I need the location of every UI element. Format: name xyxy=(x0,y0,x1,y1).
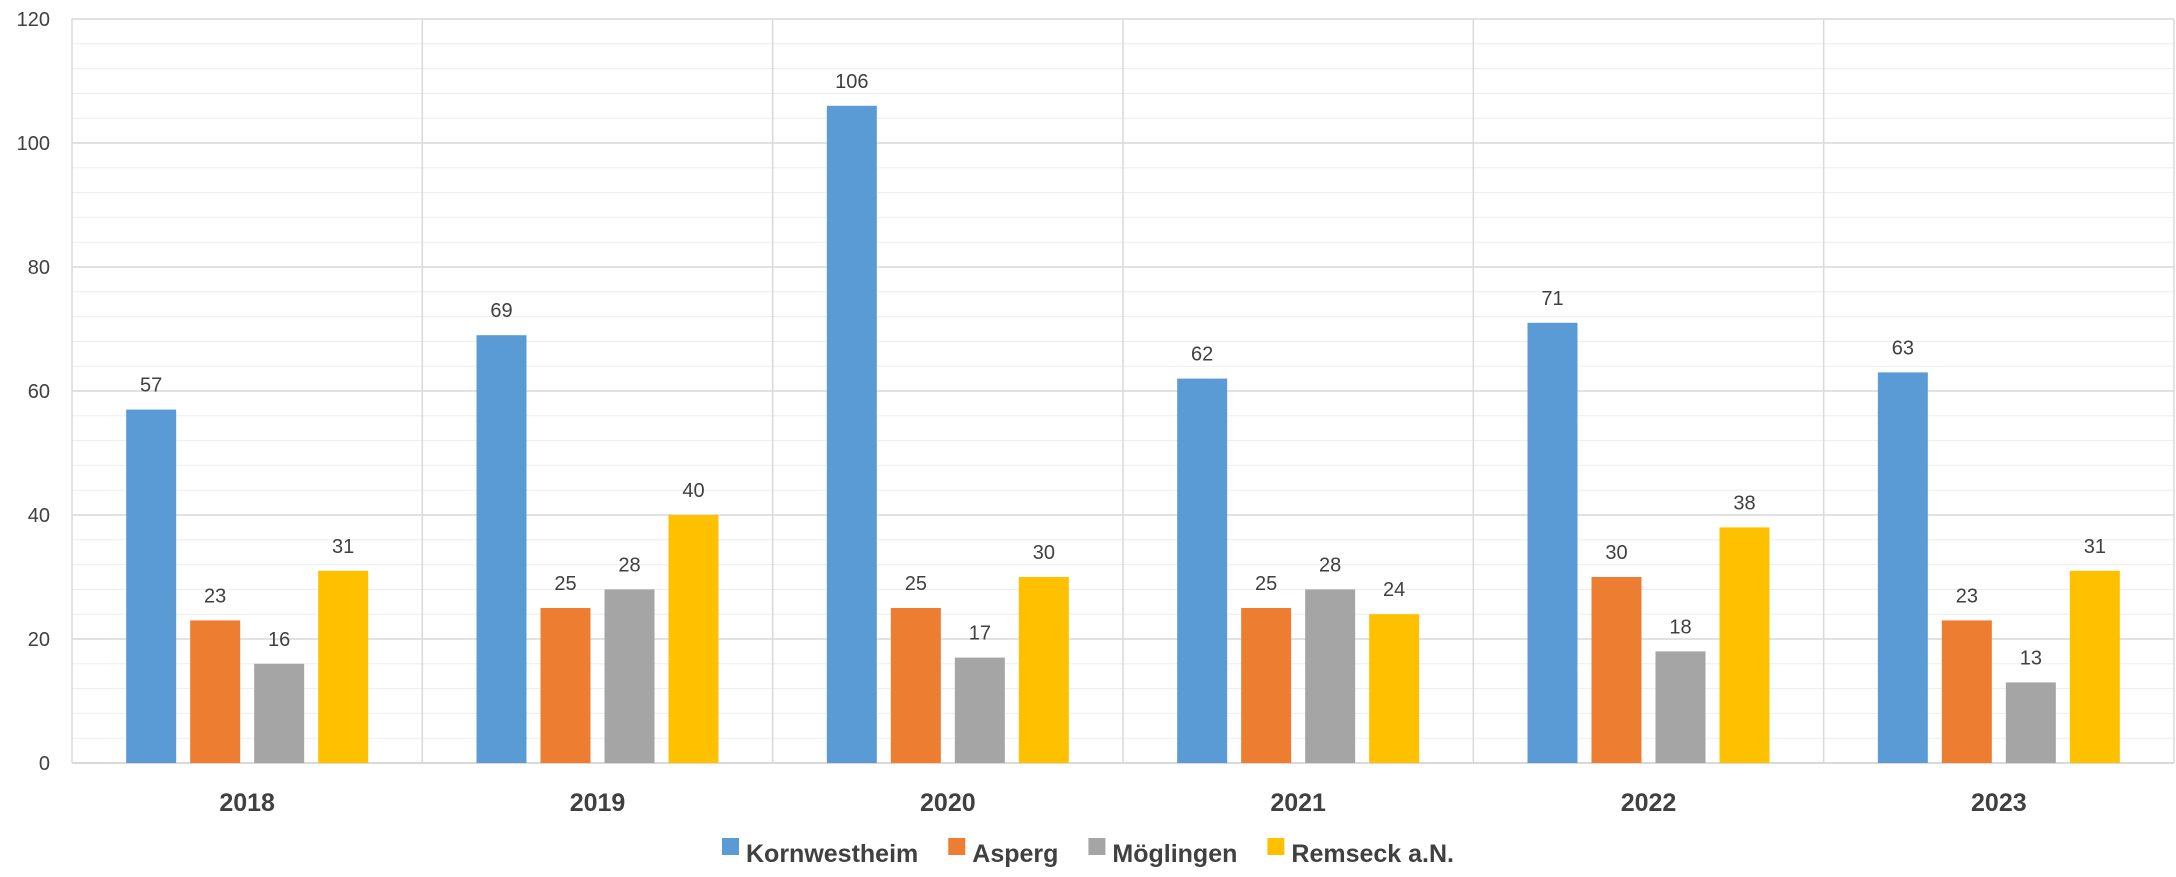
bar xyxy=(190,620,241,763)
bar-value-label: 69 xyxy=(490,300,512,322)
y-tick-label: 40 xyxy=(28,505,50,527)
bar xyxy=(1941,620,1992,763)
bar xyxy=(254,663,305,763)
bar xyxy=(954,657,1005,763)
data-labels: 57 23 16 31 69 25 28 40 106 25 17 30 62 25 28 24 71 30 18 3… xyxy=(140,71,2106,670)
x-category-label: 2019 xyxy=(570,789,626,817)
x-category-label: 2020 xyxy=(920,789,976,817)
bar-value-label: 28 xyxy=(1319,554,1341,576)
bar-value-label: 71 xyxy=(1541,288,1563,310)
bars xyxy=(126,105,2120,764)
bar-value-label: 23 xyxy=(204,585,226,607)
bar-value-label: 62 xyxy=(1191,344,1213,366)
bar xyxy=(890,608,941,763)
bar xyxy=(126,409,177,763)
bar-value-label: 106 xyxy=(835,71,868,93)
bar xyxy=(668,515,719,763)
y-tick-label: 100 xyxy=(17,133,50,155)
bar xyxy=(2005,682,2056,763)
legend-label: Asperg xyxy=(972,840,1058,868)
grid-lines xyxy=(71,18,2175,764)
bar-value-label: 30 xyxy=(1605,542,1627,564)
bar-value-label: 57 xyxy=(140,375,162,397)
bar xyxy=(1241,608,1292,763)
legend-swatch xyxy=(722,838,739,855)
bar xyxy=(318,570,369,763)
x-category-label: 2018 xyxy=(219,789,275,817)
bar xyxy=(1719,527,1770,763)
bar-value-label: 63 xyxy=(1892,337,1914,359)
bar xyxy=(1177,378,1228,763)
bar-value-label: 18 xyxy=(1669,616,1691,638)
x-category-label: 2023 xyxy=(1971,789,2027,817)
bar-value-label: 24 xyxy=(1383,579,1405,601)
bar xyxy=(1877,372,1928,763)
bar xyxy=(1527,322,1578,763)
bar xyxy=(476,335,527,763)
axes: 0 20 40 60 80 100 120 2018 2019 2020 2021 2022 2023 xyxy=(17,9,2174,817)
y-tick-label: 0 xyxy=(39,753,50,775)
bar-value-label: 28 xyxy=(618,554,640,576)
bar-value-label: 31 xyxy=(2084,536,2106,558)
bar xyxy=(604,589,655,763)
x-category-label: 2021 xyxy=(1270,789,1326,817)
bar xyxy=(540,608,591,763)
legend-label: Remseck a.N. xyxy=(1291,840,1454,868)
legend-swatch xyxy=(1267,838,1285,855)
legend-swatch xyxy=(1088,838,1106,855)
x-category-label: 2022 xyxy=(1621,789,1677,817)
bar-value-label: 25 xyxy=(905,573,927,595)
bar xyxy=(1591,577,1642,763)
bar-value-label: 38 xyxy=(1733,492,1755,514)
bar-value-label: 30 xyxy=(1033,542,1055,564)
y-tick-label: 60 xyxy=(28,381,50,403)
bar-value-label: 17 xyxy=(969,623,991,645)
bar-value-label: 25 xyxy=(554,573,576,595)
legend-label: Kornwestheim xyxy=(746,840,918,868)
bar xyxy=(1305,589,1356,763)
legend: Kornwestheim Asperg Möglingen Remseck a.N. xyxy=(722,838,1454,868)
legend-swatch xyxy=(948,838,966,855)
y-tick-label: 120 xyxy=(17,9,50,31)
bar xyxy=(2069,570,2120,763)
bar xyxy=(826,105,877,764)
bar-value-label: 40 xyxy=(682,480,704,502)
bar xyxy=(1369,614,1420,763)
y-tick-label: 20 xyxy=(28,629,50,651)
bar-value-label: 31 xyxy=(332,536,354,558)
bar-value-label: 16 xyxy=(268,629,290,651)
bar-value-label: 23 xyxy=(1956,585,1978,607)
bar xyxy=(1018,577,1069,763)
bar-value-label: 13 xyxy=(2020,647,2042,669)
bar xyxy=(1655,651,1706,763)
y-tick-label: 80 xyxy=(28,257,50,279)
bar-value-label: 25 xyxy=(1255,573,1277,595)
legend-label: Möglingen xyxy=(1112,840,1237,868)
